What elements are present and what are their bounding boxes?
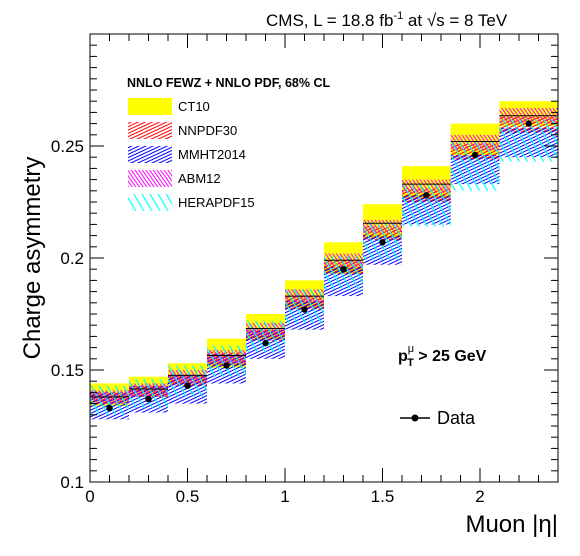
- legend-label: ABM12: [178, 171, 221, 186]
- data-point-5: [262, 339, 269, 347]
- data-legend-marker: [411, 414, 419, 422]
- x-tick-label: 0: [85, 487, 94, 506]
- legend-label: MMHT2014: [178, 147, 246, 162]
- data-point-3: [184, 382, 191, 389]
- data-point-2: [145, 395, 152, 403]
- legend: NNLO FEWZ + NNLO PDF, 68% CL CT10 NNPDF30…: [127, 76, 331, 211]
- legend-entry-abm12: ABM12: [128, 170, 221, 187]
- data-point-1: [106, 404, 113, 412]
- x-tick-label: 0.5: [176, 487, 200, 506]
- x-tick-label: 2: [475, 487, 484, 506]
- legend-label: CT10: [178, 99, 210, 114]
- data-point-9: [423, 192, 430, 199]
- data-point-4: [223, 362, 230, 369]
- data-point-11: [525, 120, 532, 127]
- x-tick-label: 1.5: [371, 487, 395, 506]
- legend-swatch: [128, 146, 172, 163]
- y-tick-label: 0.1: [60, 473, 84, 492]
- herapdf15-band-bin-2: [129, 378, 168, 409]
- data-point-10: [471, 151, 479, 159]
- y-tick-label: 0.25: [51, 137, 84, 156]
- legend-swatch: [128, 98, 172, 115]
- herapdf15-band-bin-10: [450, 141, 500, 191]
- legend-entry-ct10: CT10: [128, 98, 210, 115]
- herapdf15-band-bin-3: [168, 365, 207, 397]
- legend-swatch: [128, 122, 172, 139]
- y-tick-label: 0.15: [51, 361, 84, 380]
- pdf-bands: [90, 101, 558, 420]
- data-point-8: [379, 239, 386, 246]
- data-legend-label: Data: [437, 408, 476, 428]
- legend-title: NNLO FEWZ + NNLO PDF, 68% CL: [127, 76, 331, 90]
- chart-header: CMS, L = 18.8 fb-1 at √s = 8 TeV: [266, 10, 508, 30]
- pt-cut-label: pμ T > 25 GeV: [398, 343, 487, 369]
- herapdf15-band-bin-5: [246, 320, 285, 353]
- herapdf15-band-bin-6: [285, 289, 324, 323]
- legend-entry-mmht2014: MMHT2014: [128, 146, 246, 163]
- x-axis-title: Muon |η|: [465, 511, 558, 538]
- legend-entry-nnpdf30: NNPDF30: [128, 122, 237, 139]
- data-points: [106, 120, 532, 412]
- legend-label: NNPDF30: [178, 123, 237, 138]
- herapdf15-band-bin-7: [324, 255, 363, 290]
- data-point-6: [301, 306, 308, 313]
- y-tick-label: 0.2: [60, 249, 84, 268]
- legend-swatch: [128, 170, 172, 187]
- y-axis-title: Charge asymmetry: [19, 157, 46, 360]
- data-legend: Data: [400, 408, 476, 428]
- central-predictions: [90, 115, 558, 398]
- legend-swatch: [128, 194, 172, 211]
- legend-label: HERAPDF15: [178, 195, 255, 210]
- axis-ticks: 0 0.5 1 1.5 2 0.1 0.15 0.2 0.25: [51, 34, 558, 506]
- series-herapdf15: [90, 119, 558, 415]
- herapdf15-band-bin-4: [207, 345, 246, 377]
- data-point-7: [340, 266, 347, 273]
- legend-entry-herapdf15: HERAPDF15: [128, 194, 255, 211]
- x-tick-label: 1: [280, 487, 289, 506]
- herapdf15-band-bin-9: [402, 184, 451, 227]
